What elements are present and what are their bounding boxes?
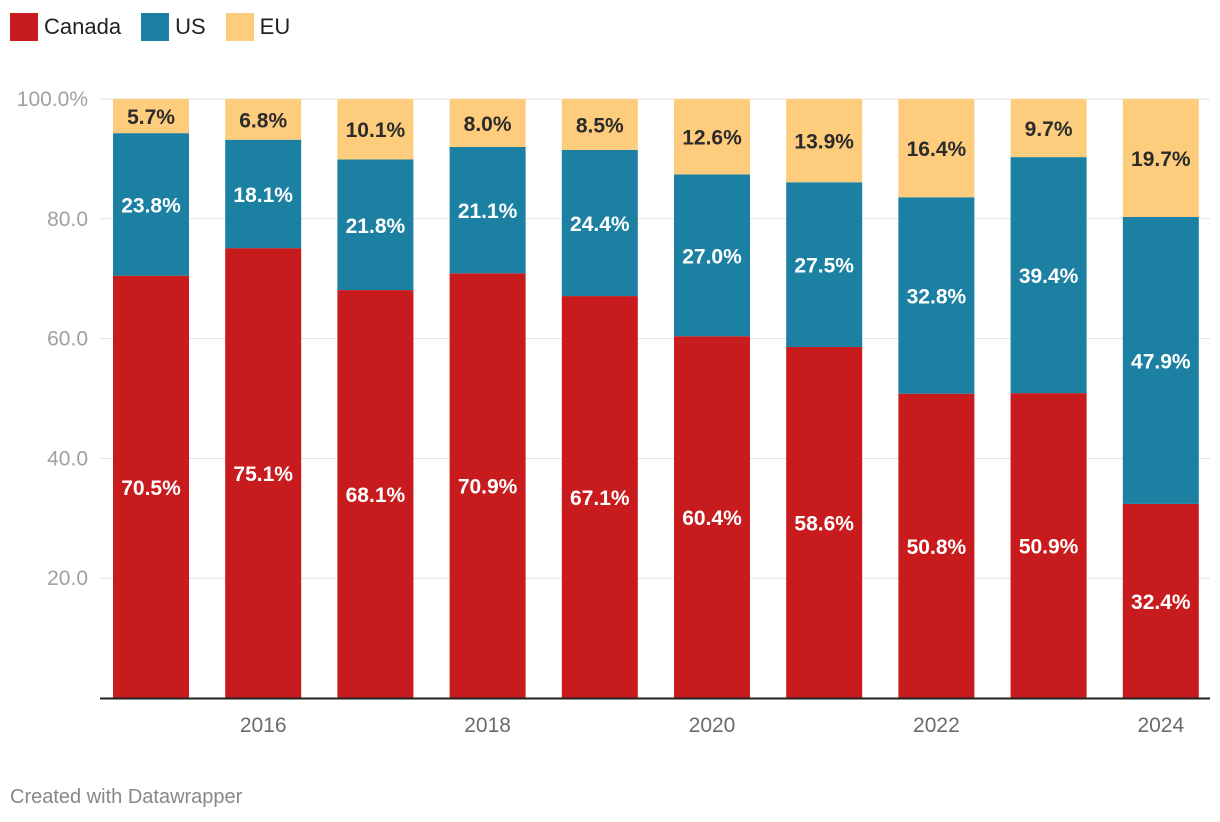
bar-eu-2016 [225,99,302,140]
data-label-us-2020: 27.0% [682,245,742,268]
data-label-us-2021: 27.5% [794,255,854,278]
bar-canada-2015 [113,275,189,698]
bar-canada-2020 [674,336,750,698]
legend-swatch-eu [225,13,254,41]
x-tick-label-2016: 2016 [240,714,287,737]
data-label-us-2024: 47.9% [1131,350,1191,373]
legend-label-us: US [175,14,206,39]
bar-canada-2017 [337,290,414,698]
legend-label-eu: EU [259,14,291,39]
legend-label-canada: Canada [44,14,122,39]
bar-eu-2022 [898,99,975,198]
legend-item-us: US [141,13,206,41]
bar-us-2016 [225,139,302,249]
legend-swatch-canada [10,13,38,41]
y-tick-label: 80.0 [47,208,88,231]
bar-us-2022 [898,197,975,394]
legend-item-canada: Canada [10,13,121,41]
data-label-eu-2017: 10.1% [346,119,406,142]
bar-eu-2024 [1122,99,1199,218]
bar-us-2019 [561,149,638,297]
bar-eu-2017 [337,99,414,160]
bar-canada-2023 [1010,393,1087,698]
data-label-canada-2017: 68.1% [346,484,406,507]
bar-labels: 70.5% 23.8% 5.7% 75.1% 18.1% 6.8% 68.1% 21.8% 10… [121,106,1191,614]
bar-canada-2016 [225,248,302,698]
bar-eu-2020 [674,99,750,175]
y-tick-label: 60.0 [47,328,88,351]
data-label-eu-2022: 16.4% [907,138,967,161]
x-tick-label-2022: 2022 [913,714,960,737]
credit-footer: Created with Datawrapper [10,786,243,808]
bar-canada-2022 [898,393,975,698]
data-label-eu-2019: 8.5% [576,114,624,137]
x-axis-ticks: 2016 2018 2020 2022 2024 [240,714,1185,737]
bar-us-2018 [449,146,526,274]
data-label-us-2017: 21.8% [346,215,406,238]
data-label-eu-2020: 12.6% [682,127,742,150]
bar-canada-2019 [561,296,638,698]
data-label-us-2023: 39.4% [1019,265,1079,288]
bar-eu-2015 [113,99,189,134]
data-label-us-2015: 23.8% [121,194,181,217]
data-label-eu-2021: 13.9% [794,131,854,154]
data-label-eu-2024: 19.7% [1131,148,1191,171]
bar-canada-2021 [786,346,863,698]
data-label-eu-2023: 9.7% [1025,118,1073,141]
data-label-canada-2023: 50.9% [1019,536,1079,559]
data-label-us-2018: 21.1% [458,200,518,223]
bar-eu-2018 [449,99,526,147]
bar-canada-2024 [1122,503,1199,698]
legend-swatch-us [141,13,170,41]
bar-us-2017 [337,159,414,291]
x-tick-label-2024: 2024 [1137,714,1184,737]
x-tick-label-2020: 2020 [689,714,736,737]
y-tick-label: 40.0 [47,447,88,470]
data-label-eu-2018: 8.0% [464,113,512,136]
bar-eu-2023 [1010,99,1087,158]
bar-us-2023 [1010,157,1087,394]
data-label-canada-2021: 58.6% [794,512,854,535]
bar-canada-2018 [449,273,526,698]
data-label-canada-2018: 70.9% [458,476,518,499]
x-tick-label-2018: 2018 [464,714,511,737]
data-label-us-2022: 32.8% [907,285,967,308]
bar-us-2024 [1122,217,1199,504]
bar-us-2021 [786,182,863,347]
data-label-canada-2024: 32.4% [1131,591,1191,614]
y-axis-ticks: 20.0 40.0 60.0 80.0 100.0% [17,88,88,590]
y-tick-label: 20.0 [47,567,88,590]
data-label-canada-2016: 75.1% [233,463,293,486]
bar-eu-2019 [561,99,638,150]
chart-legend: Canada US EU [10,13,310,41]
data-label-canada-2022: 50.8% [907,536,967,559]
y-tick-label: 100.0% [17,88,88,111]
data-label-canada-2020: 60.4% [682,507,742,530]
data-label-us-2016: 18.1% [233,184,293,207]
data-label-eu-2015: 5.7% [127,106,175,129]
data-label-eu-2016: 6.8% [239,109,287,132]
data-label-us-2019: 24.4% [570,213,630,236]
bar-us-2020 [674,174,750,337]
bar-us-2015 [113,133,189,276]
legend-item-eu: EU [225,13,291,41]
data-label-canada-2019: 67.1% [570,487,630,510]
data-label-canada-2015: 70.5% [121,477,181,500]
bars [113,99,1199,698]
bar-eu-2021 [786,99,863,183]
